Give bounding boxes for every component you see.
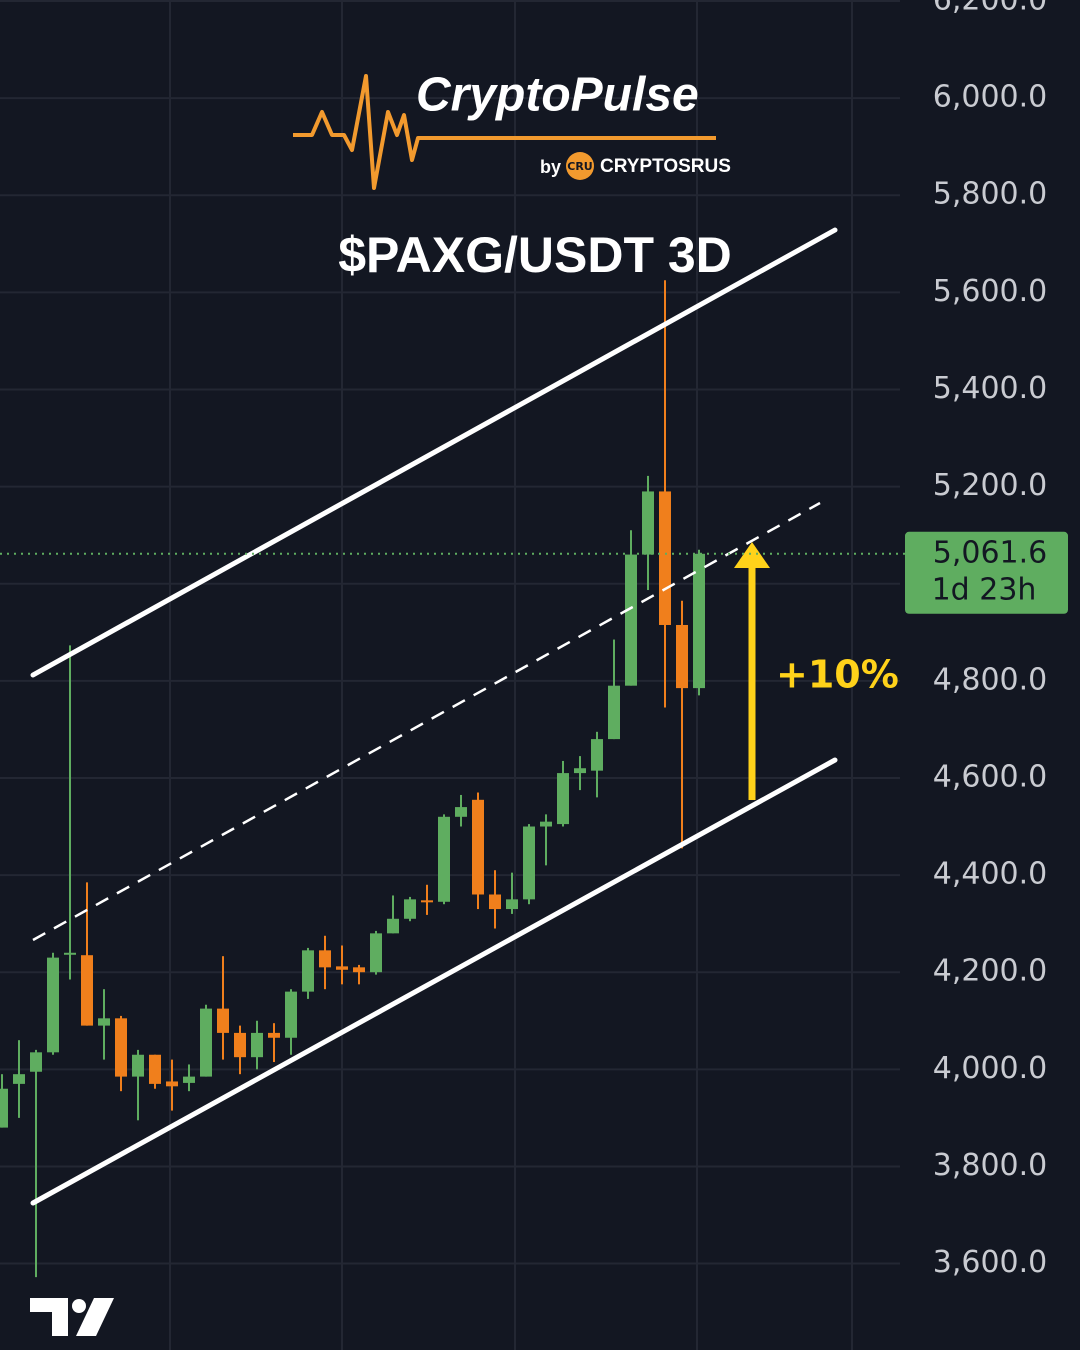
candle-body — [98, 1018, 110, 1026]
candle-body — [132, 1054, 144, 1077]
tv-dot — [72, 1299, 86, 1313]
price-tag-countdown: 1d 23h — [932, 572, 1037, 607]
brand-company: CRYPTOSRUS — [600, 156, 731, 177]
y-tick-label: 4,600.0 — [933, 759, 1048, 794]
arrow — [734, 542, 770, 800]
candle-body — [234, 1032, 246, 1058]
y-tick-label: 5,400.0 — [933, 371, 1048, 406]
y-tick-label: 6,200.0 — [933, 0, 1048, 17]
candle-body — [302, 950, 314, 992]
y-axis: 3,600.0 3,800.0 4,000.0 4,200.0 4,400.0 4,600… — [933, 0, 1048, 1280]
y-tick-label: 5,600.0 — [933, 274, 1048, 309]
badge-text: CRU — [567, 160, 592, 173]
arrow-head — [734, 542, 770, 568]
candle-body — [370, 933, 382, 973]
candle-body — [557, 773, 569, 825]
candle-body — [115, 1018, 127, 1077]
candle-body — [166, 1081, 178, 1087]
channel-lower — [30, 757, 838, 1206]
candle-body — [217, 1008, 229, 1033]
candles — [0, 280, 705, 1278]
candle-body — [472, 799, 484, 895]
candle-body — [183, 1076, 195, 1083]
candle-body — [30, 1052, 42, 1072]
y-tick-label: 3,800.0 — [933, 1148, 1048, 1183]
candle-body — [421, 900, 433, 903]
y-tick-label: 5,200.0 — [933, 468, 1048, 503]
channel-mid — [32, 501, 821, 942]
candle-body — [438, 816, 450, 902]
candle-body — [489, 894, 501, 910]
candle-body — [336, 966, 348, 970]
candle-body — [387, 918, 399, 934]
channel-upper — [30, 227, 838, 678]
candle-body — [149, 1054, 161, 1084]
candle-body — [574, 768, 586, 774]
candle-body — [47, 957, 59, 1053]
candle-body — [353, 967, 365, 973]
candle-body — [506, 899, 518, 910]
pulse — [293, 74, 716, 190]
y-tick-label: 4,400.0 — [933, 857, 1048, 892]
candle-body — [64, 952, 76, 955]
price-tag — [905, 531, 1068, 614]
candle-body — [13, 1074, 25, 1084]
candle-body — [200, 1008, 212, 1077]
candle-body — [540, 821, 552, 827]
y-tick-label: 4,800.0 — [933, 662, 1048, 697]
y-tick-label: 4,200.0 — [933, 954, 1048, 989]
candle-body — [642, 491, 654, 555]
candle-body — [268, 1032, 280, 1038]
candle-body — [0, 1088, 8, 1128]
price-tag-value: 5,061.6 — [933, 535, 1048, 570]
candle-body — [523, 826, 535, 900]
candle-body — [285, 991, 297, 1038]
candle-body — [319, 950, 331, 968]
logo: CryptoPulse by CRU CRYPTOSRUS — [293, 69, 731, 190]
candle-body — [693, 553, 705, 689]
candle-body — [608, 685, 620, 740]
brand-name: CryptoPulse — [416, 69, 699, 122]
candle-body — [455, 807, 467, 817]
brand-by: by — [540, 157, 561, 177]
candle-body — [81, 955, 93, 1026]
candle-body — [251, 1032, 263, 1058]
y-tick-label: 6,000.0 — [933, 80, 1048, 115]
chart-title: $PAXG/USDT 3D — [338, 227, 732, 283]
candle-body — [625, 554, 637, 686]
y-tick-label: 4,000.0 — [933, 1051, 1048, 1086]
badge — [566, 152, 594, 180]
candle-body — [591, 739, 603, 771]
candle-body — [404, 899, 416, 919]
annotation: +10% — [776, 653, 899, 697]
tv-logo — [30, 1298, 114, 1336]
tv-shape — [30, 1298, 68, 1336]
tv-shape — [76, 1298, 114, 1336]
candle-body — [659, 491, 671, 625]
y-tick-label: 5,800.0 — [933, 177, 1048, 212]
candle-body — [676, 624, 688, 689]
y-tick-label: 3,600.0 — [933, 1245, 1048, 1280]
